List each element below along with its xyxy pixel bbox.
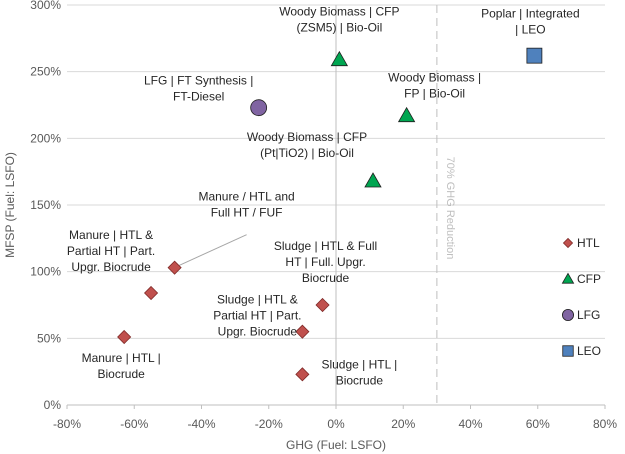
htl-point bbox=[295, 367, 310, 382]
point-label: Manure | HTL & Partial HT | Part. Upgr. Bi… bbox=[67, 228, 155, 274]
point-label-line: Full HT / FUF bbox=[211, 206, 283, 220]
point-label-line: (Pt|TiO2) | Bio-Oil bbox=[260, 146, 354, 160]
point-label: Manure | HTL | Biocrude bbox=[82, 351, 161, 381]
cfp-point bbox=[330, 50, 349, 67]
point-label-line: Upgr. Biocrude bbox=[71, 260, 151, 274]
point-label-line: (ZSM5) | Bio-Oil bbox=[296, 21, 382, 35]
point-label: Manure / HTL and Full HT / FUF bbox=[198, 190, 294, 220]
y-tick-label: 100% bbox=[30, 265, 61, 279]
point-label: Woody Biomass | CFP (Pt|TiO2) | Bio-Oil bbox=[247, 130, 367, 160]
lfg-point bbox=[250, 99, 268, 117]
legend-label-cfp: CFP bbox=[577, 272, 601, 286]
point-label-line: Upgr. Biocrude bbox=[218, 325, 298, 339]
legend: HTL CFP LFG LEO bbox=[561, 236, 601, 358]
point-label-line: | LEO bbox=[515, 23, 545, 37]
cfp-point bbox=[364, 172, 382, 188]
point-label-line: FT-Diesel bbox=[173, 90, 224, 104]
x-tick-label: 60% bbox=[526, 417, 550, 431]
x-tick-label: 40% bbox=[458, 417, 482, 431]
htl-point bbox=[143, 285, 159, 301]
x-tick-label: 0% bbox=[327, 417, 345, 431]
point-label-line: Woody Biomass | bbox=[388, 71, 481, 85]
x-axis-title: GHG (Fuel: LSFO) bbox=[286, 438, 386, 452]
htl-point bbox=[315, 297, 330, 313]
x-tick-label: 20% bbox=[391, 417, 415, 431]
point-label: Woody Biomass | FP | Bio-Oil bbox=[388, 71, 481, 101]
y-tick-label: 50% bbox=[37, 331, 61, 345]
leo-point bbox=[526, 47, 543, 64]
point-label-line: Sludge | HTL | bbox=[321, 357, 397, 371]
axes: 0% 50% 100% 150% 200% 250% 300% -80% -60% -40% -20… bbox=[30, 0, 617, 431]
x-tick-label: -60% bbox=[120, 417, 148, 431]
y-tick-label: 200% bbox=[30, 131, 61, 145]
y-tick-label: 300% bbox=[30, 0, 61, 12]
point-label-line: Woody Biomass | CFP bbox=[247, 130, 367, 144]
htl-point bbox=[167, 260, 182, 275]
point-label: Sludge | HTL | Biocrude bbox=[321, 357, 397, 387]
legend-label-lfg: LFG bbox=[577, 308, 600, 322]
point-label-line: Biocrude bbox=[336, 373, 384, 387]
reference-line-group: 70% GHG Reduction bbox=[436, 5, 456, 405]
x-tick-label: -80% bbox=[53, 417, 81, 431]
point-label-line: Manure / HTL and bbox=[198, 190, 294, 204]
legend-label-leo: LEO bbox=[577, 344, 601, 358]
legend-label-htl: HTL bbox=[577, 236, 600, 250]
point-label-line: Manure | HTL | bbox=[82, 351, 161, 365]
y-axis-title: MFSP (Fuel: LSFO) bbox=[3, 152, 17, 258]
point-label-line: Partial HT | Part. bbox=[67, 244, 155, 258]
point-label-line: Sludge | HTL & Full bbox=[274, 239, 377, 253]
cfp-point bbox=[397, 106, 416, 123]
point-label: Poplar | Integrated | LEO bbox=[481, 7, 580, 37]
legend-marker-leo bbox=[562, 345, 574, 357]
htl-point bbox=[117, 329, 132, 345]
leader-lines bbox=[178, 234, 247, 267]
legend-marker-lfg bbox=[562, 308, 575, 321]
point-label-line: HT | Full. Upgr. bbox=[285, 255, 365, 269]
point-label-line: Sludge | HTL & bbox=[217, 293, 298, 307]
point-label: Woody Biomass | CFP (ZSM5) | Bio-Oil bbox=[279, 5, 399, 35]
y-tick-label: 250% bbox=[30, 65, 61, 79]
legend-marker-cfp bbox=[561, 272, 575, 284]
point-label-line: Partial HT | Part. bbox=[213, 309, 301, 323]
point-label-line: LFG | FT Synthesis | bbox=[144, 74, 253, 88]
reference-line-label: 70% GHG Reduction bbox=[444, 157, 456, 260]
point-label-line: FP | Bio-Oil bbox=[404, 87, 465, 101]
point-label: Sludge | HTL & Partial HT | Part. Upgr. Bi… bbox=[213, 293, 301, 339]
x-tick-label: -20% bbox=[255, 417, 283, 431]
point-label-line: Poplar | Integrated bbox=[481, 7, 580, 21]
point-label-line: Woody Biomass | CFP bbox=[279, 5, 399, 19]
point-label-line: Manure | HTL & bbox=[69, 228, 153, 242]
point-label-line: Biocrude bbox=[302, 271, 350, 285]
leader-line bbox=[178, 234, 247, 267]
y-tick-label: 150% bbox=[30, 198, 61, 212]
point-label-line: Biocrude bbox=[97, 367, 145, 381]
point-label: LFG | FT Synthesis | FT-Diesel bbox=[144, 74, 253, 104]
y-tick-label: 0% bbox=[44, 398, 62, 412]
htl-point bbox=[295, 324, 310, 339]
data-labels: Manure | HTL | Biocrude Manure | HTL & Part… bbox=[67, 5, 580, 388]
x-tick-label: 80% bbox=[593, 417, 617, 431]
legend-marker-htl bbox=[562, 237, 574, 249]
point-label: Sludge | HTL & Full HT | Full. Upgr. Biocr… bbox=[274, 239, 377, 285]
x-tick-label: -40% bbox=[187, 417, 215, 431]
data-points bbox=[117, 47, 543, 382]
